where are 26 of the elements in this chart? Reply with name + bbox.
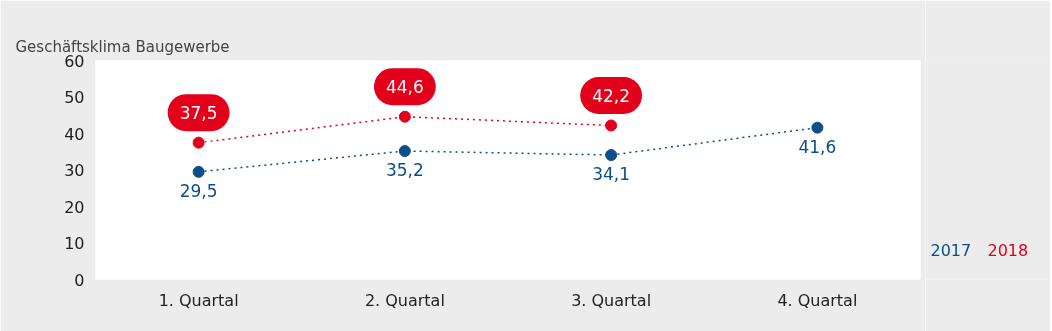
data-label: 41,6 <box>798 136 837 157</box>
y-tick-label: 30 <box>64 161 85 180</box>
x-tick-label: 3. Quartal <box>571 290 652 310</box>
y-tick-label: 20 <box>64 197 85 217</box>
text: 2018 <box>987 241 1029 261</box>
data-label: 35,2 <box>385 160 424 181</box>
point <box>605 149 618 162</box>
text: 2017 <box>930 241 972 261</box>
data-label: 34,1 <box>592 164 631 185</box>
y-tick-label: 0 <box>74 270 85 290</box>
point <box>398 145 411 158</box>
point <box>811 121 824 134</box>
data-label: 44,6 <box>385 77 424 98</box>
x-tick-label: 1. Quartal <box>158 290 239 310</box>
x-tick-label: 2. Quartal <box>364 290 445 310</box>
data-label: 42,2 <box>592 85 631 106</box>
y-tick-label: 10 <box>64 234 85 253</box>
point <box>192 165 205 178</box>
point <box>398 110 411 123</box>
x-tick-label: 4. Quartal <box>777 290 858 310</box>
data-label: 29,5 <box>179 180 218 201</box>
point <box>192 136 205 149</box>
y-tick-label: 40 <box>64 124 85 144</box>
point <box>605 119 618 132</box>
y-tick-label: 50 <box>64 88 85 107</box>
data-label: 37,5 <box>179 103 218 124</box>
